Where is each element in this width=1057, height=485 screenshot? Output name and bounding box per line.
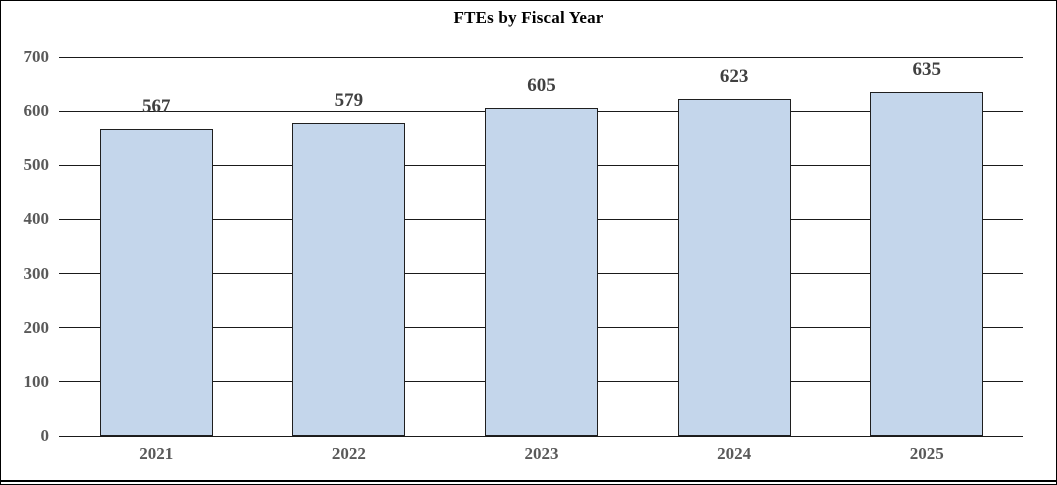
bar-2023: [485, 108, 598, 436]
gridline-700: [59, 56, 1023, 58]
y-tick-label-700: 700: [23, 47, 50, 66]
x-tick-label-2022: 2022: [331, 444, 366, 463]
bar-value-label-2025: 635: [912, 59, 941, 81]
y-tick-label-100: 100: [23, 371, 50, 391]
y-tick-label-200: 200: [23, 317, 50, 337]
y-tick-label-400: 400: [23, 209, 50, 229]
bottom-border-rule: [1, 480, 1056, 482]
y-tick-label-500: 500: [23, 155, 50, 175]
x-tick-label-2021: 2021: [139, 444, 174, 463]
y-tick-label-300: 300: [23, 263, 50, 283]
y-tick-label-0: 0: [40, 426, 50, 445]
x-tick-label-2024: 2024: [717, 444, 752, 463]
x-tick-label-2025: 2025: [909, 444, 944, 463]
bar-value-label-2023: 605: [527, 75, 556, 97]
y-tick-label-600: 600: [23, 101, 50, 121]
bar-2025: [870, 92, 984, 436]
bar-2024: [677, 98, 791, 436]
bar-value-label-2022: 579: [334, 89, 364, 111]
x-tick-label-2023: 2023: [524, 444, 559, 463]
gridline-0: [59, 435, 1023, 437]
plot-area: [59, 56, 1023, 437]
chart-title: FTEs by Fiscal Year: [453, 8, 604, 27]
bar-2021: [99, 129, 213, 436]
bar-value-label-2024: 623: [719, 65, 749, 87]
bar-2022: [292, 122, 406, 436]
bar-value-label-2021: 567: [142, 96, 171, 117]
